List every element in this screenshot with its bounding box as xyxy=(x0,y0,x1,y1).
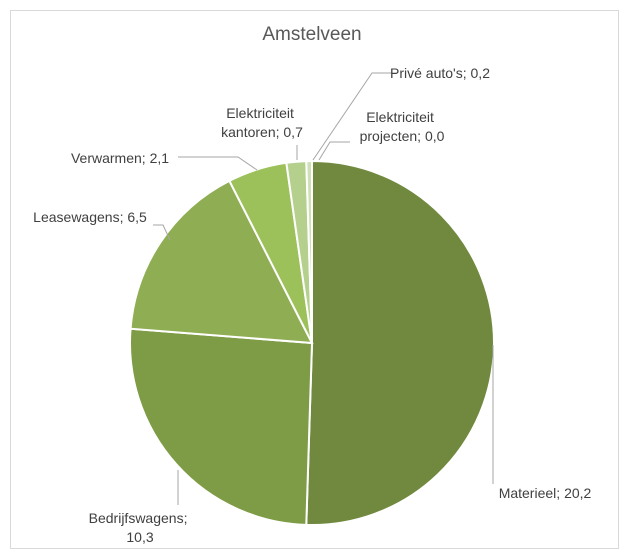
category-label: Bedrijfswagens xyxy=(89,510,184,526)
category-line: kantoren xyxy=(221,124,275,140)
value-label: 0,2 xyxy=(471,65,491,81)
chart-title: Amstelveen xyxy=(262,24,361,45)
leader-line xyxy=(178,156,258,171)
category-label: Materieel xyxy=(499,485,557,501)
category-label: Leasewagens xyxy=(33,209,119,225)
category-label: Verwarmen xyxy=(71,150,142,166)
label-separator: ; xyxy=(463,65,471,81)
data-label: Bedrijfswagens; 10,3 xyxy=(89,510,192,545)
category-line: Elektriciteit xyxy=(366,109,438,125)
data-label: Privé auto's; 0,2 xyxy=(390,65,490,81)
data-label: Elektriciteit projecten; 0,0 xyxy=(360,109,445,144)
data-label: Elektriciteit kantoren; 0,7 xyxy=(221,105,303,140)
label-separator: ; xyxy=(120,209,128,225)
value-label: 6,5 xyxy=(127,209,147,225)
value-label: 0,7 xyxy=(283,124,303,140)
label-separator: ; xyxy=(184,510,192,526)
leader-line xyxy=(153,224,171,241)
label-separator: ; xyxy=(417,128,425,144)
data-label: Leasewagens; 6,5 xyxy=(33,209,147,225)
label-separator: ; xyxy=(142,150,150,166)
category-label: Elektriciteit projecten xyxy=(360,109,438,144)
data-label: Verwarmen; 2,1 xyxy=(71,150,169,166)
value-label: 0,0 xyxy=(425,128,445,144)
leader-line xyxy=(318,141,350,161)
value-label: 2,1 xyxy=(150,150,170,166)
pie-slice xyxy=(129,179,314,345)
label-separator: ; xyxy=(276,124,284,140)
leader-line xyxy=(312,72,397,161)
category-label: Elektriciteit kantoren xyxy=(221,105,298,140)
category-line: Elektriciteit xyxy=(226,105,298,121)
data-label: Materieel; 20,2 xyxy=(499,485,592,501)
pie-slice xyxy=(305,159,495,526)
value-label: 10,3 xyxy=(126,529,153,545)
value-label: 20,2 xyxy=(564,485,591,501)
category-label: Privé auto's xyxy=(390,65,463,81)
label-separator: ; xyxy=(556,485,564,501)
pie-slice xyxy=(129,327,314,526)
category-line: projecten xyxy=(360,128,418,144)
